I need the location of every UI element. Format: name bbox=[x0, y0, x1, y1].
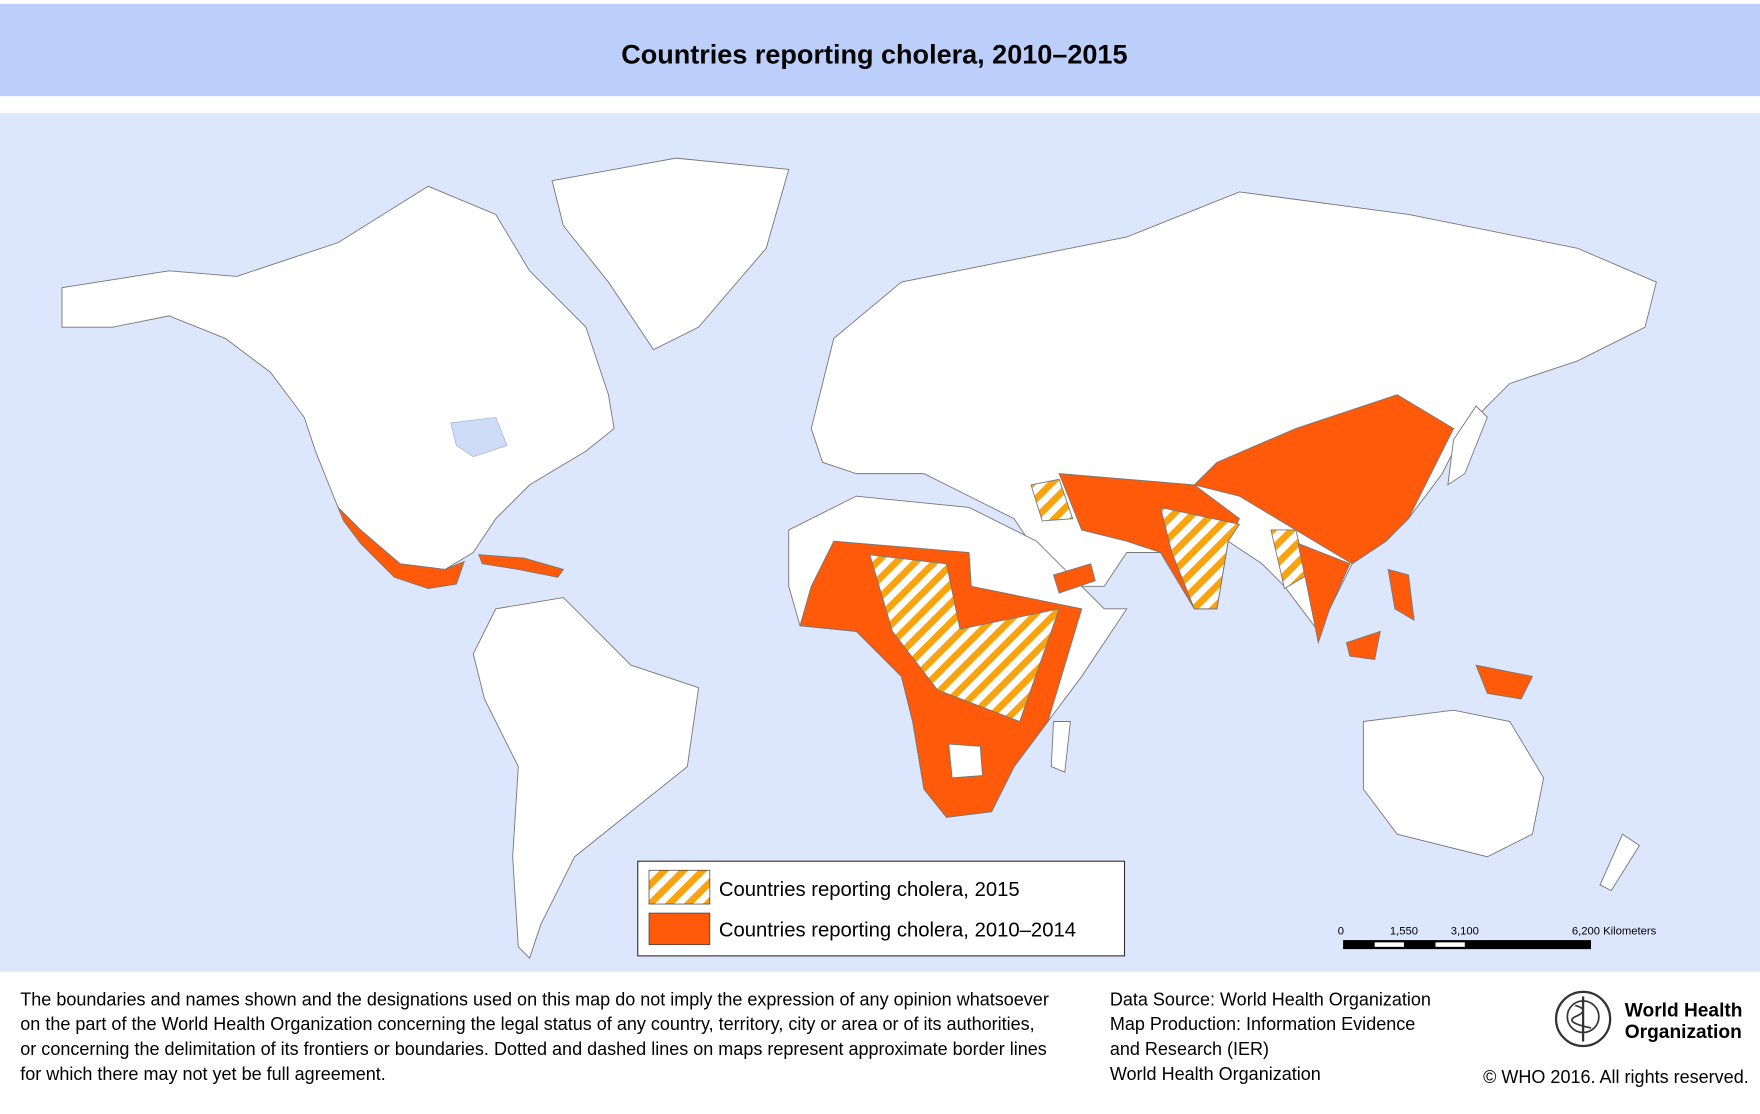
new-zealand bbox=[1599, 833, 1641, 892]
legend: Countries reporting cholera, 2015 Countr… bbox=[637, 860, 1126, 957]
great-lakes bbox=[450, 416, 508, 458]
copyright: © WHO 2016. All rights reserved. bbox=[1483, 1067, 1749, 1087]
disclaimer-line: or concerning the delimitation of its fr… bbox=[20, 1039, 1046, 1059]
scale-label: 0 bbox=[1338, 925, 1344, 937]
scale-label: 6,200 Kilometers bbox=[1572, 925, 1657, 937]
china bbox=[1193, 394, 1455, 565]
mexico bbox=[337, 507, 465, 590]
japan bbox=[1447, 405, 1488, 486]
yemen bbox=[1052, 563, 1096, 594]
map-title: Countries reporting cholera, 2010–2015 bbox=[621, 39, 1127, 69]
botswana bbox=[948, 743, 984, 779]
data-source-line: and Research (IER) bbox=[1110, 1039, 1269, 1059]
iraq bbox=[1030, 478, 1074, 522]
legend-swatch-2015 bbox=[648, 869, 711, 905]
philippines bbox=[1387, 568, 1415, 621]
scale-label: 1,550 bbox=[1390, 925, 1418, 937]
scale-label: 3,100 bbox=[1451, 925, 1479, 937]
map bbox=[0, 113, 1760, 972]
scale-bar: 0 1,550 3,100 6,200 Kilometers bbox=[1338, 925, 1657, 950]
south-america bbox=[472, 597, 700, 959]
legend-label: Countries reporting cholera, 2010–2014 bbox=[719, 920, 1076, 942]
legend-swatch-2010-2014 bbox=[648, 912, 711, 945]
madagascar bbox=[1050, 721, 1071, 773]
scale-segment bbox=[1435, 942, 1465, 947]
title-band bbox=[0, 3, 1760, 97]
footer: The boundaries and names shown and the d… bbox=[20, 989, 1748, 1087]
disclaimer-line: for which there may not yet be full agre… bbox=[20, 1064, 386, 1084]
australia bbox=[1362, 709, 1545, 858]
scale-segment bbox=[1374, 942, 1404, 947]
data-source-line: World Health Organization bbox=[1110, 1064, 1321, 1084]
borneo bbox=[1345, 630, 1381, 661]
disclaimer-line: The boundaries and names shown and the d… bbox=[20, 989, 1049, 1009]
logo-text: Organization bbox=[1625, 1022, 1742, 1043]
data-source-line: Data Source: World Health Organization bbox=[1110, 989, 1431, 1009]
scale-bar-frame bbox=[1343, 940, 1591, 950]
greenland bbox=[551, 157, 790, 351]
caribbean bbox=[478, 554, 565, 578]
papua-new-guinea bbox=[1475, 664, 1534, 700]
disclaimer-line: on the part of the World Health Organiza… bbox=[20, 1014, 1034, 1034]
legend-box bbox=[637, 860, 1126, 957]
who-emblem bbox=[1554, 990, 1612, 1048]
north-america bbox=[61, 185, 615, 570]
africa-2015 bbox=[869, 554, 1060, 723]
southeast-asia bbox=[1297, 542, 1351, 645]
legend-label: Countries reporting cholera, 2015 bbox=[719, 879, 1020, 901]
india bbox=[1159, 506, 1241, 610]
logo-text: World Health bbox=[1625, 1001, 1743, 1022]
data-source-line: Map Production: Information Evidence bbox=[1110, 1014, 1415, 1034]
